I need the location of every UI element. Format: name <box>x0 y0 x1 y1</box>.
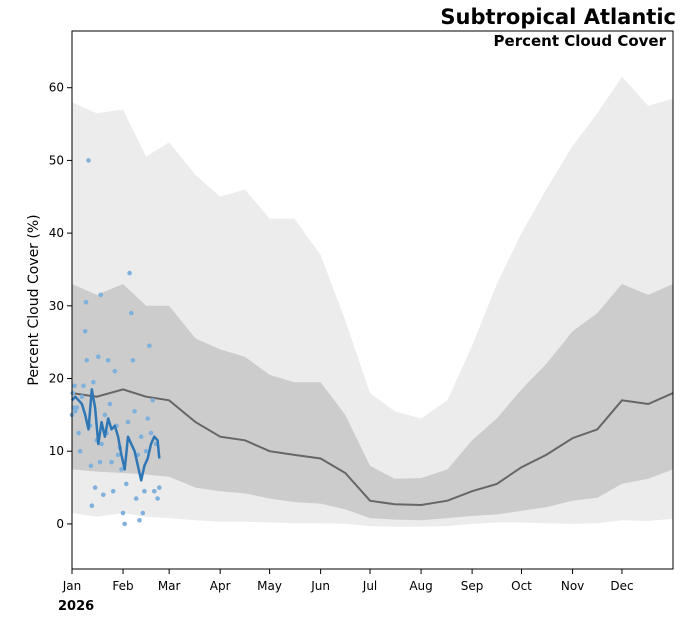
observation-point <box>70 390 76 396</box>
x-tick-label-dec: Dec <box>610 579 633 593</box>
series-2026-line <box>71 388 161 482</box>
y-tick-label: 30 <box>49 299 64 313</box>
x-tick-label-jul: Jul <box>362 579 377 593</box>
plot-frame <box>71 30 674 570</box>
x-axis: Jan Feb Mar Apr May Jun Jul Aug Sep Oct Nov Dec <box>62 569 634 593</box>
y-axis-label: Percent Cloud Cover (%) <box>26 214 42 385</box>
x-tick-label-nov: Nov <box>561 579 584 593</box>
observation-point <box>112 368 118 374</box>
y-axis: 0 10 20 30 40 50 60 <box>49 81 72 531</box>
observation-point <box>119 467 124 472</box>
observation-point <box>109 459 114 465</box>
year-label: 2026 <box>58 599 94 614</box>
observation-point <box>148 430 154 436</box>
x-tick-label-jun: Jun <box>310 579 330 593</box>
y-tick-label: 40 <box>49 226 64 240</box>
observation-point <box>79 394 85 400</box>
observation-point <box>76 430 81 436</box>
observation-point <box>97 459 103 465</box>
observation-point <box>99 441 104 447</box>
observation-point <box>72 383 77 389</box>
y-tick-label: 60 <box>49 81 64 95</box>
observation-point <box>110 488 116 494</box>
observation-point <box>107 401 113 407</box>
x-tick-label-apr: Apr <box>210 579 231 593</box>
observation-point <box>152 488 157 494</box>
x-tick-label-mar: Mar <box>158 579 181 593</box>
observation-point <box>83 299 89 305</box>
observation-point <box>147 343 152 349</box>
observation-point <box>143 448 149 454</box>
observation-point <box>130 358 136 363</box>
observation-point <box>115 452 121 458</box>
observation-point <box>96 354 101 360</box>
observation-point <box>142 488 147 494</box>
observation-point <box>129 310 134 316</box>
observation-point <box>157 485 162 490</box>
observation-point <box>125 419 131 425</box>
observation-point <box>73 408 78 414</box>
observation-point <box>89 503 95 509</box>
x-tick-label-sep: Sep <box>461 579 484 593</box>
observation-point <box>86 158 91 163</box>
y-tick-label: 0 <box>56 517 64 531</box>
x-tick-label-oct: Oct <box>511 579 532 593</box>
observation-point <box>92 485 98 490</box>
chart-title: Subtropical Atlantic <box>440 5 676 29</box>
observation-point <box>133 496 139 501</box>
y-tick-label: 20 <box>49 372 64 386</box>
chart-subtitle: Percent Cloud Cover <box>494 32 667 50</box>
observation-point <box>105 358 111 363</box>
x-tick-label-feb: Feb <box>112 579 133 593</box>
observation-point <box>77 448 83 454</box>
observation-point <box>120 510 126 516</box>
observation-point <box>140 510 146 516</box>
observation-point <box>124 481 129 487</box>
observation-point <box>74 405 80 410</box>
x-tick-label-jan: Jan <box>62 579 82 593</box>
observation-point <box>82 329 88 334</box>
plot-area <box>69 76 674 527</box>
y-tick-label: 50 <box>49 153 64 167</box>
observation-point <box>150 398 155 403</box>
observation-point <box>81 383 86 389</box>
observation-point <box>88 463 94 469</box>
observation-point <box>102 412 108 418</box>
observation-point <box>84 358 90 363</box>
y-tick-label: 10 <box>49 444 64 458</box>
observation-point <box>138 434 144 440</box>
x-tick-label-aug: Aug <box>409 579 432 593</box>
x-tick-label-may: May <box>257 579 282 593</box>
observation-point <box>101 492 106 498</box>
observation-point <box>155 496 160 501</box>
observation-point <box>98 292 104 298</box>
observation-point <box>132 408 137 414</box>
observation-point <box>127 270 132 276</box>
observation-point <box>122 521 127 527</box>
inner-percentile-band <box>72 284 673 521</box>
observation-point <box>91 379 96 385</box>
observation-point <box>145 416 150 421</box>
observation-point <box>137 518 142 523</box>
climatology-mean-line <box>71 388 674 507</box>
